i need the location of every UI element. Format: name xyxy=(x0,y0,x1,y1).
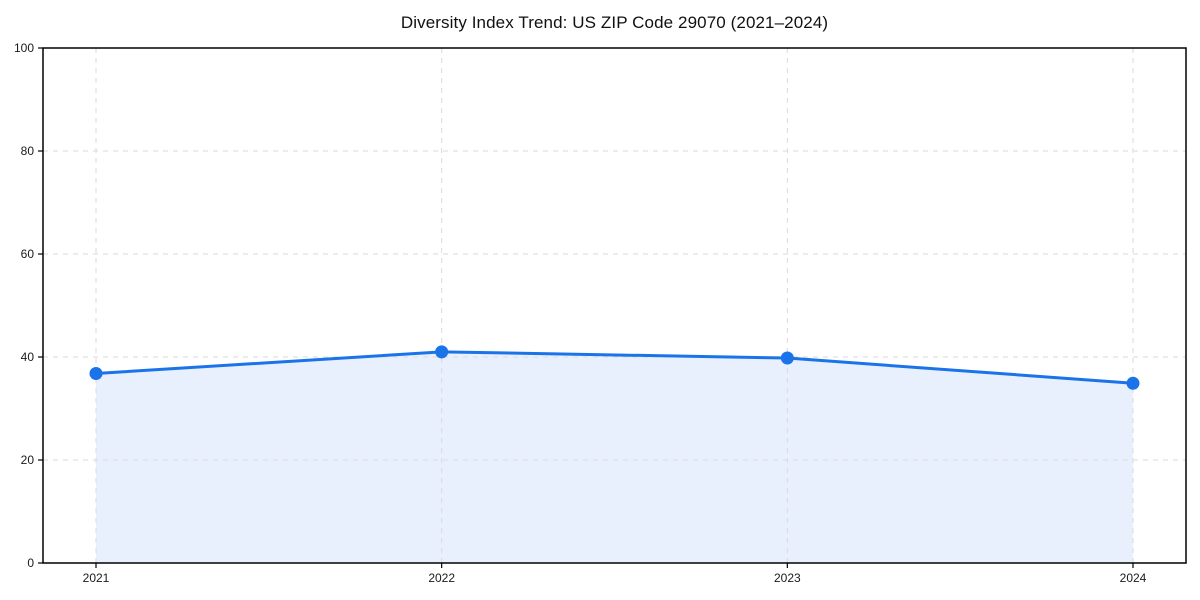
plot-border xyxy=(42,47,1187,564)
data-point-2022 xyxy=(435,345,449,359)
y-tick-label: 0 xyxy=(27,556,34,570)
chart-title: Diversity Index Trend: US ZIP Code 29070… xyxy=(400,13,829,32)
y-tick-label: 20 xyxy=(21,453,35,467)
data-point-2021 xyxy=(89,366,103,380)
data-point-2024 xyxy=(1126,376,1140,390)
x-tick-label: 2024 xyxy=(1120,571,1147,585)
x-tick-label: 2022 xyxy=(428,571,455,585)
x-tick-label: 2023 xyxy=(774,571,801,585)
y-tick-label: 100 xyxy=(14,41,34,55)
area-fill xyxy=(96,351,1133,563)
x-tick-label: 2021 xyxy=(83,571,110,585)
trend-line xyxy=(94,350,1135,385)
y-tick-label: 80 xyxy=(21,144,35,158)
data-point-2023 xyxy=(780,351,794,365)
y-tick-label: 40 xyxy=(21,350,35,364)
y-tick-label: 60 xyxy=(21,247,35,261)
